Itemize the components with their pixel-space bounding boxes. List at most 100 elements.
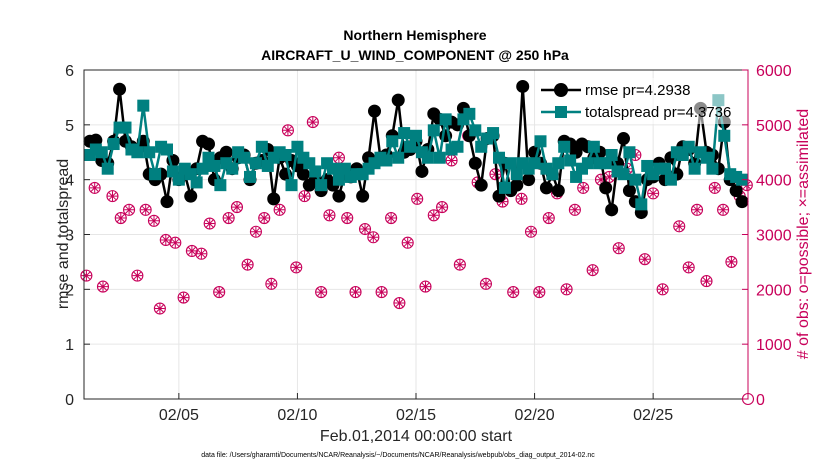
totalspread-point bbox=[433, 151, 446, 164]
rmse-point bbox=[415, 164, 429, 178]
obs-assimilated-marker bbox=[170, 237, 181, 248]
obs-assimilated-marker bbox=[299, 191, 310, 202]
y-tick-label: 4 bbox=[65, 173, 74, 190]
obs-assimilated-marker bbox=[516, 193, 527, 204]
obs-possible-marker bbox=[153, 302, 166, 315]
obs-possible-marker bbox=[647, 187, 660, 200]
obs-assimilated-marker bbox=[596, 174, 606, 185]
totalspread-point bbox=[392, 151, 405, 164]
totalspread-point bbox=[380, 154, 393, 167]
rmse-point bbox=[89, 133, 103, 147]
totalspread-point bbox=[238, 151, 251, 164]
obs-assimilated-marker bbox=[291, 262, 302, 273]
obs-assimilated-marker bbox=[454, 259, 465, 270]
totalspread-point bbox=[700, 151, 713, 164]
totalspread-point bbox=[463, 107, 476, 120]
totalspread-point bbox=[291, 140, 304, 153]
obs-possible-marker bbox=[586, 264, 599, 277]
totalspread-point bbox=[107, 138, 120, 151]
obs-assimilated-marker bbox=[342, 213, 353, 223]
totalspread-point bbox=[498, 181, 511, 194]
y-axis-left: 0 1 2 3 4 5 6 bbox=[65, 63, 90, 409]
obs-assimilated-marker bbox=[561, 284, 572, 295]
rmse-point bbox=[617, 132, 630, 146]
obs-possible-marker bbox=[249, 225, 262, 238]
obs-assimilated-marker bbox=[376, 287, 387, 298]
y-right-tick-label: 2000 bbox=[756, 282, 792, 299]
totalspread-point bbox=[137, 99, 150, 112]
totalspread-point bbox=[469, 124, 482, 137]
rmse-point bbox=[735, 195, 749, 209]
obs-possible-marker bbox=[411, 192, 424, 205]
totalspread-point bbox=[605, 148, 618, 161]
obs-assimilated-marker bbox=[307, 117, 318, 128]
totalspread-point bbox=[255, 140, 268, 153]
obs-possible-marker bbox=[612, 242, 625, 255]
obs-assimilated-marker bbox=[266, 278, 277, 289]
rmse-point bbox=[522, 173, 536, 187]
obs-assimilated-marker bbox=[186, 245, 197, 256]
obs-assimilated-marker bbox=[204, 218, 215, 229]
obs-possible-marker bbox=[265, 277, 278, 290]
y-right-tick-label: 5000 bbox=[756, 118, 792, 135]
obs-assimilated-marker bbox=[259, 213, 270, 223]
obs-assimilated-marker bbox=[587, 265, 598, 276]
totalspread-point bbox=[421, 151, 434, 164]
totalspread-point bbox=[315, 179, 328, 192]
y-tick-label: 5 bbox=[65, 118, 74, 135]
obs-possible-marker bbox=[80, 269, 93, 282]
obs-assimilated-marker bbox=[481, 278, 491, 289]
x-axis: 02/05 02/10 02/15 02/20 02/25 bbox=[159, 393, 673, 424]
totalspread-point bbox=[149, 168, 162, 181]
legend-totalspread-marker bbox=[555, 106, 567, 118]
obs-assimilated-marker bbox=[692, 204, 702, 215]
obs-possible-marker bbox=[169, 236, 182, 249]
obs-possible-marker bbox=[96, 280, 110, 293]
obs-assimilated-marker bbox=[709, 182, 720, 193]
obs-assimilated-marker bbox=[701, 276, 712, 287]
obs-possible-marker bbox=[139, 203, 152, 216]
x-tick-label: 02/15 bbox=[396, 407, 436, 424]
rmse-point bbox=[474, 178, 488, 192]
obs-assimilated-marker bbox=[497, 196, 508, 207]
totalspread-point bbox=[285, 179, 298, 192]
totalspread-point bbox=[504, 157, 517, 170]
y-axis-label: rmse and totalspread bbox=[55, 159, 72, 309]
totalspread-point bbox=[386, 135, 399, 148]
obs-assimilated-marker bbox=[333, 152, 344, 163]
totalspread-point bbox=[131, 146, 144, 159]
obs-assimilated-marker bbox=[154, 303, 165, 314]
totalspread-point bbox=[487, 127, 500, 140]
x-tick-label: 02/05 bbox=[159, 407, 199, 424]
totalspread-point bbox=[404, 140, 417, 153]
obs-assimilated-marker bbox=[149, 215, 159, 226]
totalspread-point bbox=[208, 159, 221, 172]
totalspread-point bbox=[332, 173, 345, 186]
totalspread-point bbox=[249, 157, 262, 170]
totalspread-point bbox=[439, 113, 452, 126]
obs-possible-marker bbox=[524, 225, 538, 238]
obs-possible-marker bbox=[656, 283, 669, 296]
y-right-tick-label: 0 bbox=[756, 392, 765, 409]
totalspread-point bbox=[635, 198, 648, 211]
totalspread-point bbox=[623, 146, 636, 159]
obs-possible-marker bbox=[273, 203, 286, 216]
obs-assimilated-marker bbox=[232, 202, 242, 213]
y-tick-label: 6 bbox=[65, 63, 74, 80]
totalspread-point bbox=[617, 168, 630, 181]
obs-possible-marker bbox=[159, 233, 172, 247]
obs-possible-marker bbox=[515, 192, 528, 205]
obs-possible-marker bbox=[700, 275, 713, 288]
y-right-tick-label: 4000 bbox=[756, 173, 792, 190]
y-tick-label: 0 bbox=[65, 392, 74, 409]
obs-assimilated-marker bbox=[604, 171, 615, 182]
obs-possible-marker bbox=[230, 201, 244, 214]
obs-possible-marker bbox=[131, 269, 144, 282]
chart-subtitle: AIRCRAFT_U_WIND_COMPONENT @ 250 hPa bbox=[261, 47, 569, 63]
totalspread-point bbox=[451, 140, 464, 153]
rmse-point bbox=[202, 137, 215, 151]
totalspread-point bbox=[664, 173, 677, 186]
rmse-point bbox=[113, 82, 127, 96]
totalspread-point bbox=[629, 173, 642, 186]
legend-rmse-label: rmse pr=4.2938 bbox=[585, 82, 690, 99]
